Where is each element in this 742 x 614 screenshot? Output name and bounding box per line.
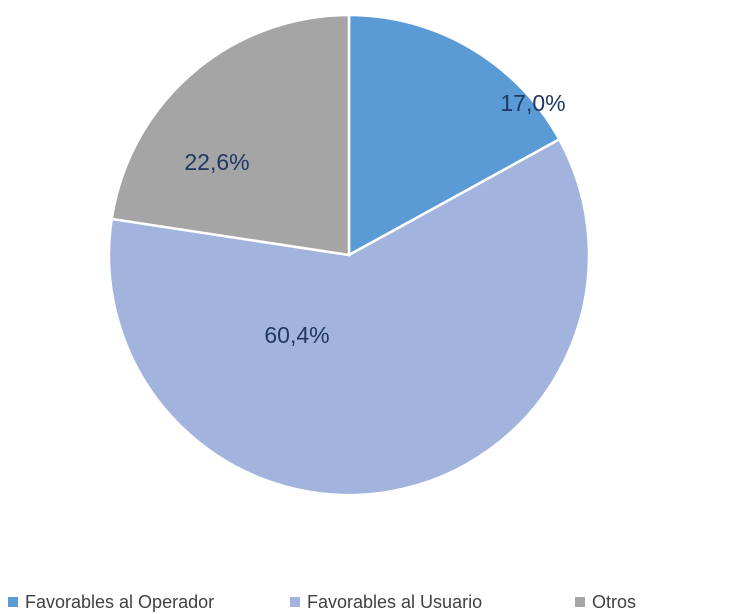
pie-slice bbox=[107, 137, 591, 497]
legend-label: Favorables al Usuario bbox=[307, 592, 482, 612]
legend-label: Otros bbox=[592, 592, 636, 612]
legend-swatch bbox=[575, 597, 585, 607]
legend-swatch bbox=[290, 597, 300, 607]
data-label: 17,0% bbox=[500, 90, 565, 116]
data-label: 60,4% bbox=[264, 322, 329, 348]
legend-label: Favorables al Operador bbox=[25, 592, 214, 612]
legend-swatch bbox=[8, 597, 18, 607]
pie-slice bbox=[347, 13, 562, 258]
pie-slice bbox=[110, 13, 351, 257]
data-label: 22,6% bbox=[184, 149, 249, 175]
